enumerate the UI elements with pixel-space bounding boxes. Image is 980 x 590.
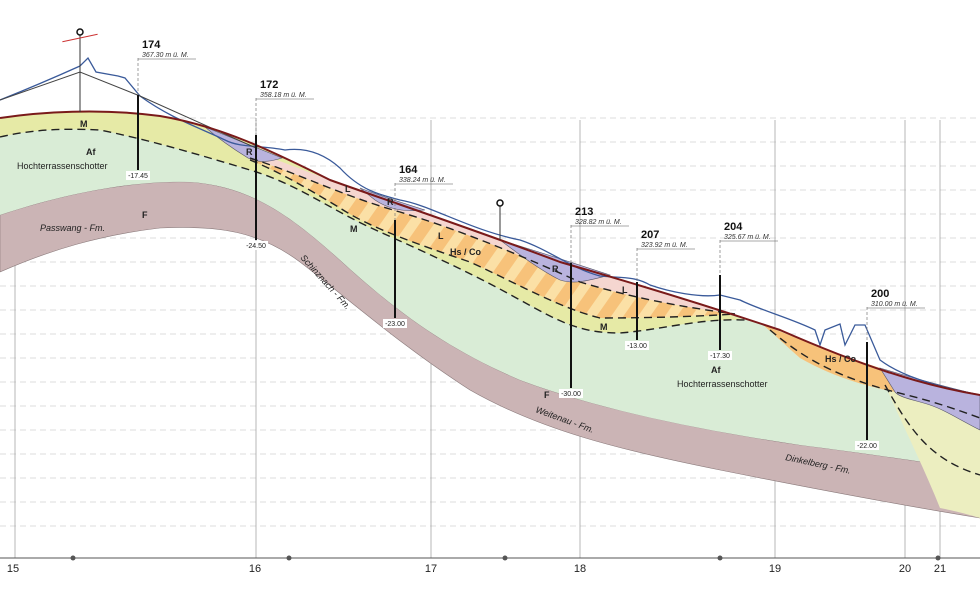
layer-af xyxy=(0,111,980,471)
axis-marker xyxy=(70,555,76,561)
label-m: M xyxy=(350,224,358,234)
borehole-elevation: 310.00 m ü. M. xyxy=(871,301,918,308)
x-axis-tick-label: 21 xyxy=(934,563,946,575)
label-r: R xyxy=(246,147,253,157)
borehole-elevation: 323.92 m ü. M. xyxy=(641,242,688,249)
label-l: L xyxy=(622,285,628,295)
label-m: M xyxy=(600,322,608,332)
borehole-depth: -17.30 xyxy=(710,353,730,360)
borehole-depth: -30.00 xyxy=(561,391,581,398)
layer-boundaries xyxy=(0,128,980,476)
survey-station-icon xyxy=(62,28,98,112)
axis-marker xyxy=(935,555,941,561)
label-hochterrassenschotter: Hochterrassenschotter xyxy=(677,379,768,389)
label-f: F xyxy=(142,210,148,220)
label-r: R xyxy=(387,197,394,207)
borehole-depth: -17.45 xyxy=(128,173,148,180)
label-m: M xyxy=(80,119,88,129)
label-l: L xyxy=(345,184,351,194)
borehole-elevation: 325.67 m ü. M. xyxy=(724,234,771,241)
x-axis-tick-label: 18 xyxy=(574,563,586,575)
borehole-depth: -13.00 xyxy=(627,343,647,350)
layer-hs-co xyxy=(762,324,895,392)
label-f: F xyxy=(544,390,550,400)
borehole-depth: -24.50 xyxy=(246,243,266,250)
borehole-elevation: 328.82 m ü. M. xyxy=(575,219,622,226)
borehole-name: 174 xyxy=(142,39,161,51)
original-terrain-line xyxy=(0,56,980,396)
borehole-depth: -23.00 xyxy=(385,321,405,328)
borehole-name: 200 xyxy=(871,288,889,300)
borehole-name: 207 xyxy=(641,229,659,241)
label-hs-co: Hs / Co xyxy=(450,247,482,257)
label-hs-co: Hs / Co xyxy=(825,354,857,364)
axis-marker xyxy=(717,555,723,561)
borehole-elevation: 338.24 m ü. M. xyxy=(399,177,446,184)
borehole-depth: -22.00 xyxy=(857,443,877,450)
profile-line xyxy=(0,71,257,149)
terrain-surface-line xyxy=(0,110,980,396)
x-axis-tick-label: 15 xyxy=(7,563,19,575)
borehole-name: 204 xyxy=(724,221,743,233)
x-axis-tick-label: 19 xyxy=(769,563,781,575)
layer-r xyxy=(359,187,426,211)
label-r: R xyxy=(552,264,559,274)
x-axis-ticks: 15 16 17 18 19 20 21 xyxy=(7,555,946,575)
label-af: Af xyxy=(711,365,721,375)
borehole-name: 172 xyxy=(260,79,278,91)
layer-r xyxy=(204,126,283,162)
borehole-name: 164 xyxy=(399,164,418,176)
axis-marker xyxy=(502,555,508,561)
label-l: L xyxy=(438,231,444,241)
x-axis-tick-label: 20 xyxy=(899,563,911,575)
x-axis-tick-label: 16 xyxy=(249,563,261,575)
x-axis-tick-label: 17 xyxy=(425,563,437,575)
borehole-name: 213 xyxy=(575,206,593,218)
survey-station-icon xyxy=(496,199,504,240)
label-passwang: Passwang - Fm. xyxy=(40,223,105,233)
axis-marker xyxy=(286,555,292,561)
layer-m xyxy=(885,385,980,518)
borehole-elevation: 358.18 m ü. M. xyxy=(260,92,307,99)
borehole-elevation: 367.30 m ü. M. xyxy=(142,52,189,59)
label-af: Af xyxy=(86,147,96,157)
label-hochterrassenschotter: Hochterrassenschotter xyxy=(17,161,108,171)
